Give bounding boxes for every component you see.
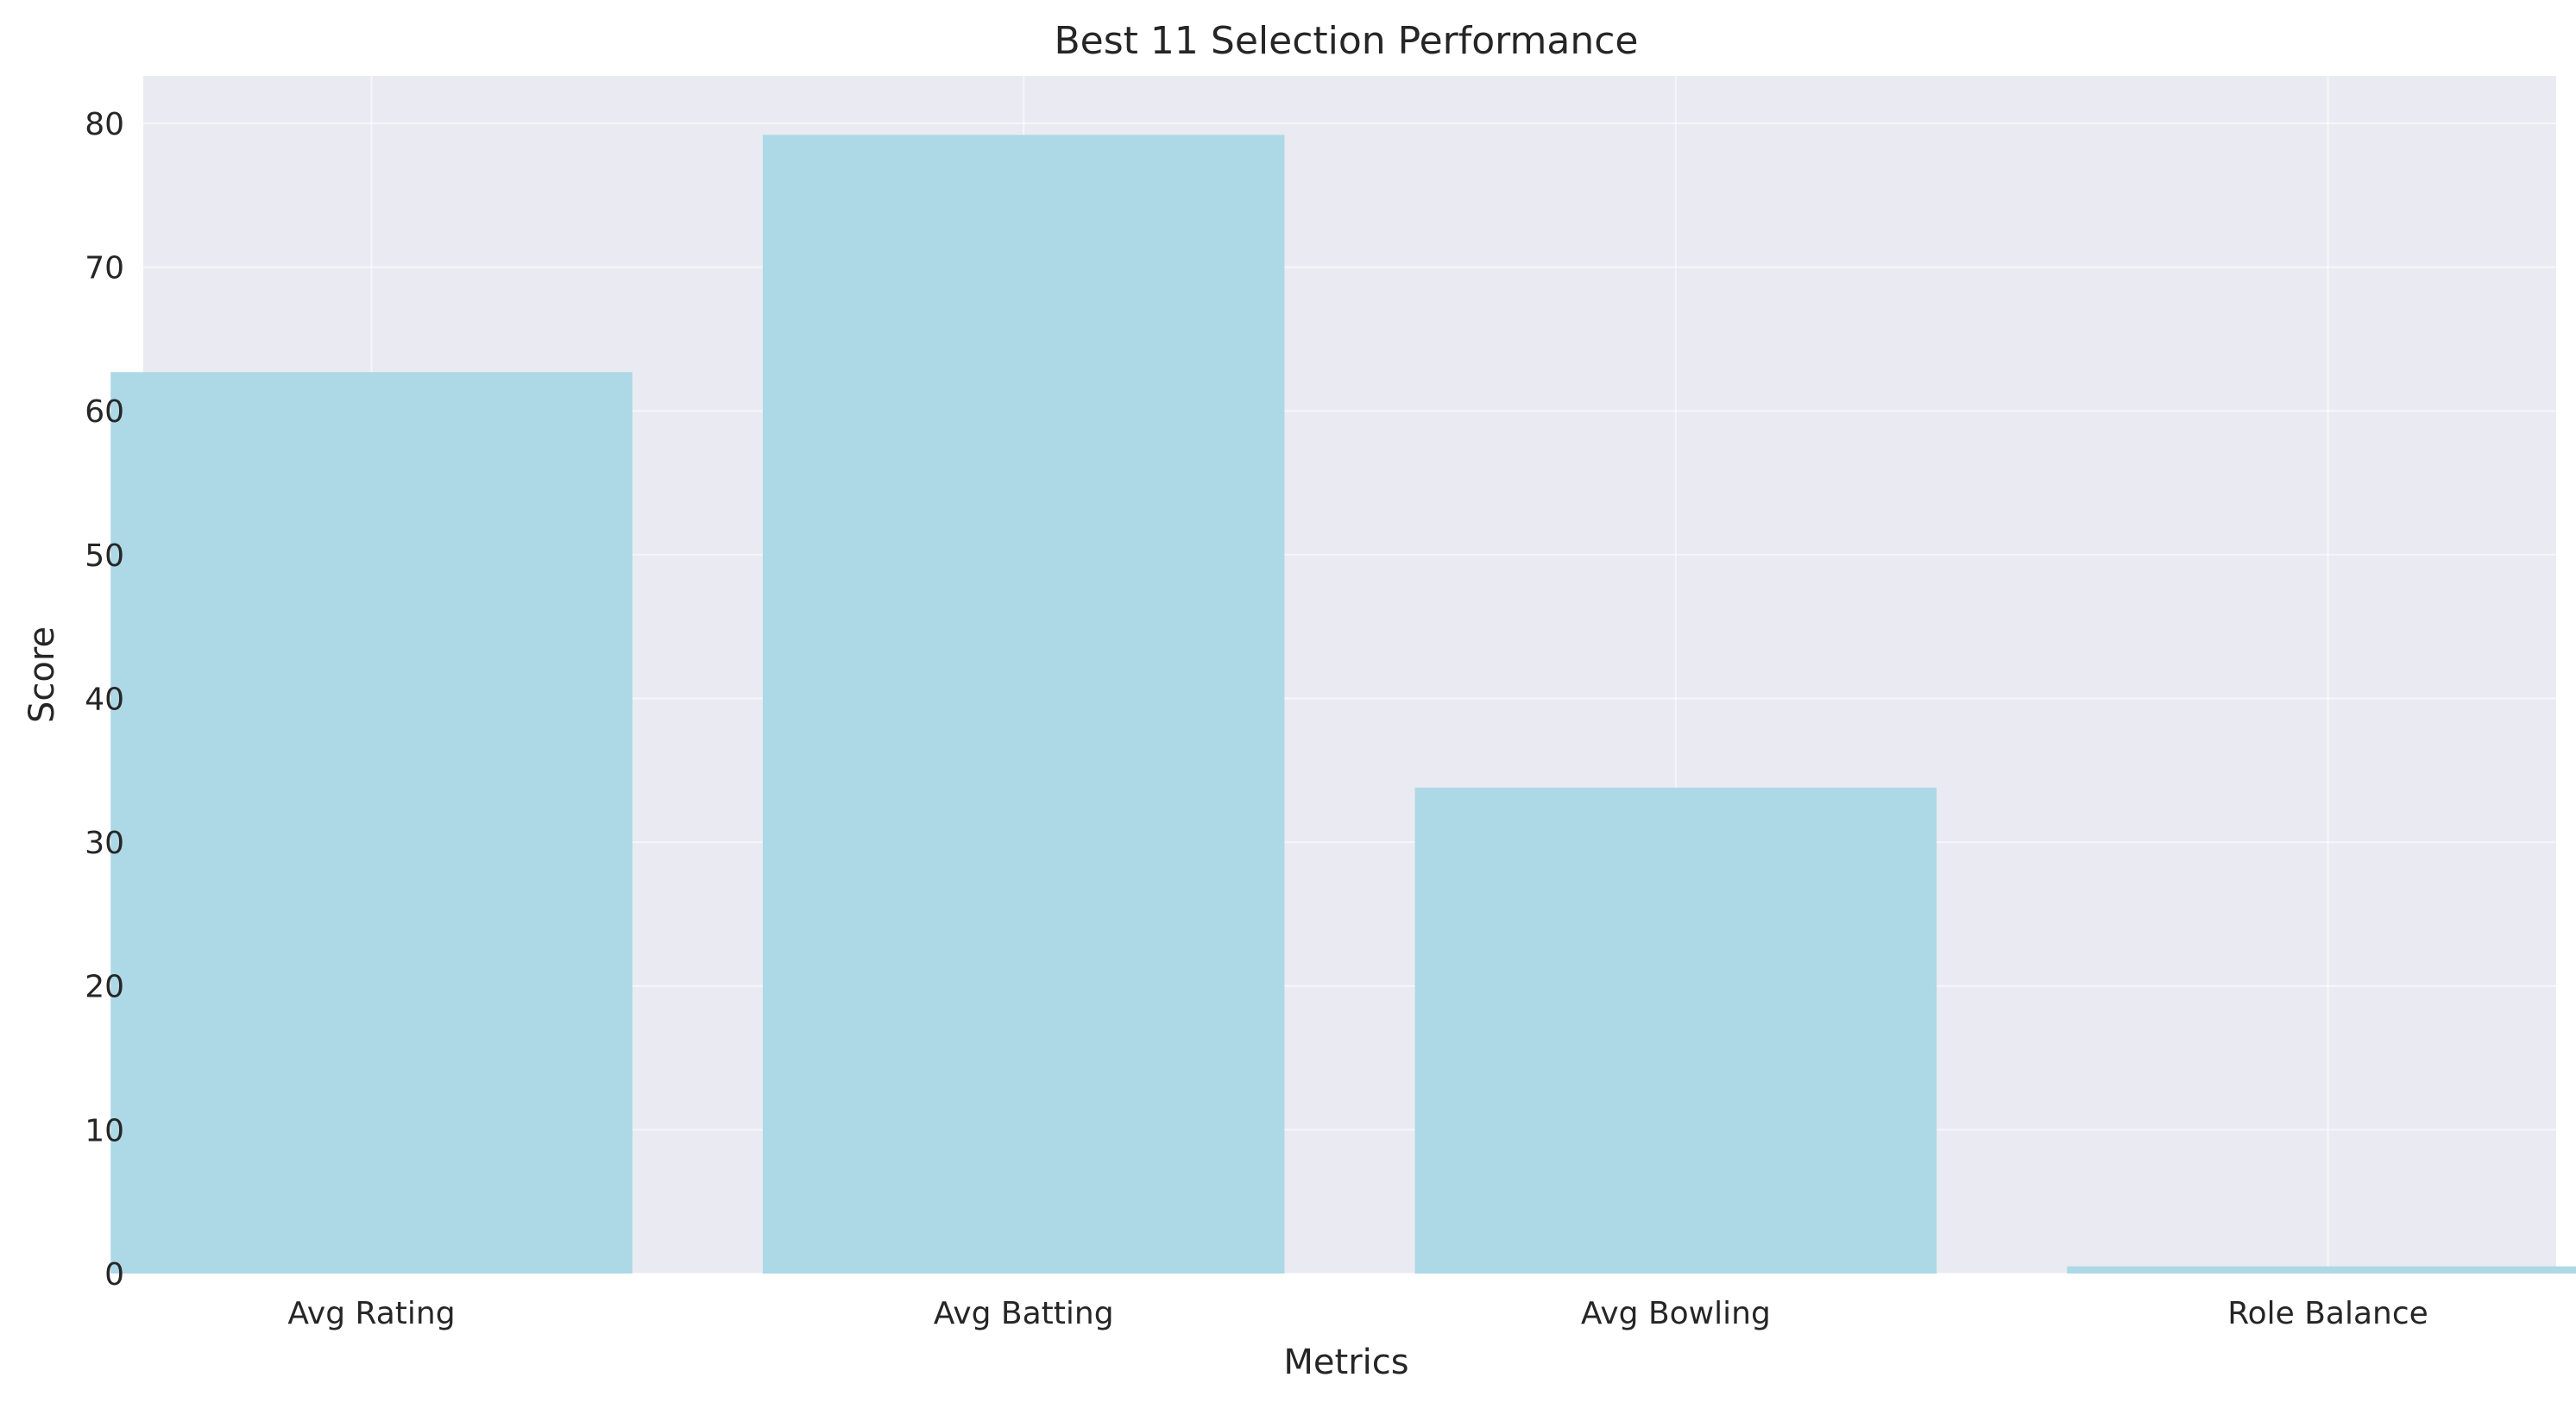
chart-title: Best 11 Selection Performance: [1055, 19, 1639, 63]
y-tick-label: 60: [85, 394, 124, 430]
y-tick-label: 70: [85, 251, 124, 286]
y-tick-labels: 0 10 20 30 40 50 60 70 80: [85, 107, 124, 1293]
y-tick-label: 10: [85, 1113, 124, 1148]
bar-avg-batting: [762, 135, 1285, 1274]
bar-avg-rating: [110, 372, 633, 1274]
x-tick-label: Avg Rating: [287, 1296, 455, 1331]
y-axis-label: Score: [22, 626, 62, 723]
y-tick-label: 30: [85, 826, 124, 861]
x-tick-labels: Avg Rating Avg Batting Avg Bowling Role Bal…: [287, 1296, 2428, 1331]
y-tick-label: 0: [104, 1257, 124, 1293]
y-tick-label: 20: [85, 970, 124, 1005]
bars: [110, 135, 2576, 1274]
x-tick-label: Role Balance: [2227, 1296, 2428, 1331]
x-axis-label: Metrics: [1283, 1343, 1408, 1382]
x-tick-label: Avg Bowling: [1581, 1296, 1771, 1331]
bar-avg-bowling: [1414, 787, 1937, 1274]
y-tick-label: 40: [85, 682, 124, 717]
y-tick-label: 80: [85, 107, 124, 142]
y-tick-label: 50: [85, 538, 124, 574]
bar-role-balance: [2067, 1266, 2576, 1274]
x-tick-label: Avg Batting: [934, 1296, 1114, 1331]
